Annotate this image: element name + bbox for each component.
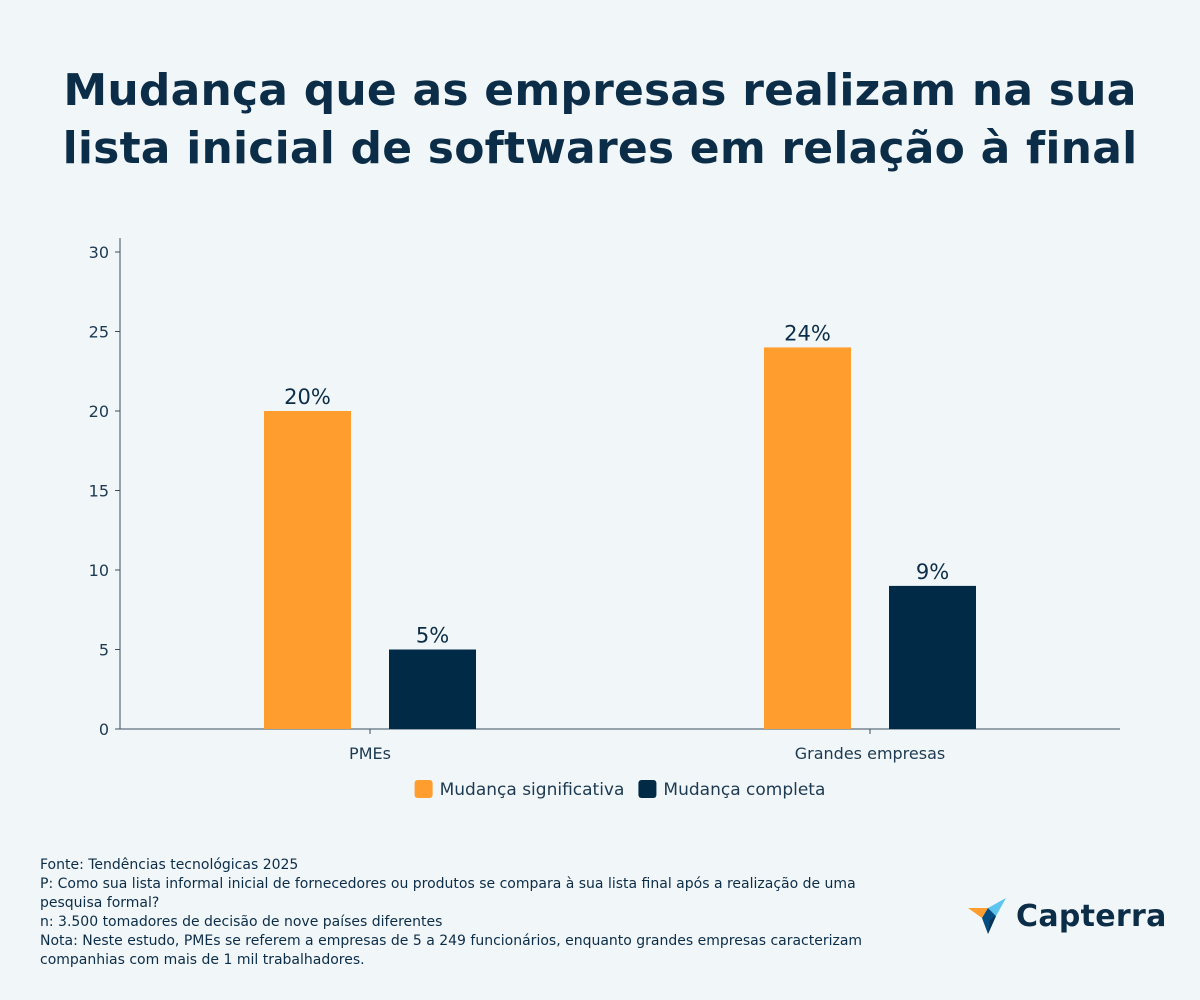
footnotes: Fonte: Tendências tecnológicas 2025 P: C… [40, 856, 920, 970]
data-label: 20% [284, 385, 331, 409]
y-tick-label: 10 [89, 561, 109, 580]
x-category-label: Grandes empresas [795, 744, 945, 763]
chart-legend: Mudança significativa Mudança completa [414, 780, 825, 800]
y-tick-label: 15 [89, 482, 109, 501]
capterra-logo-text: Capterra [1016, 898, 1167, 934]
bar [889, 585, 976, 729]
chart-title-line-2: lista inicial de softwares em relação à … [62, 123, 1138, 174]
y-tick-label: 5 [99, 641, 109, 660]
legend-label: Mudança significativa [440, 780, 625, 800]
chart-title-line-1: Mudança que as empresas realizam na sua [63, 65, 1137, 116]
y-tick-label: 25 [89, 323, 109, 342]
legend-swatch [638, 780, 657, 798]
footnote-note: Nota: Neste estudo, PMEs se referem a em… [40, 933, 863, 968]
y-tick-label: 20 [89, 402, 109, 421]
chart-bars: 20% 5% 24% 9% [264, 321, 976, 729]
footnote-source: Fonte: Tendências tecnológicas 2025 [40, 857, 299, 873]
footnote-question: P: Como sua lista informal inicial de fo… [40, 876, 856, 911]
capterra-arrow-icon [968, 898, 1006, 934]
data-label: 5% [416, 624, 449, 648]
footnote-sample: n: 3.500 tomadores de decisão de nove pa… [40, 914, 443, 930]
y-tick-label: 30 [89, 243, 109, 262]
y-tick-label: 0 [99, 720, 109, 739]
bar [389, 649, 476, 729]
bar-chart: 0 5 10 15 20 25 30 PMEs Grandes empresas 20% 5% 24… [89, 238, 1120, 800]
chart-axes: 0 5 10 15 20 25 30 PMEs Grandes empresas [89, 238, 1120, 763]
capterra-logo: Capterra [966, 892, 1167, 940]
legend-label: Mudança completa [663, 780, 825, 800]
legend-swatch [414, 780, 433, 798]
chart-title: Mudança que as empresas realizam na sua … [0, 62, 1200, 178]
bar [764, 347, 851, 729]
data-label: 24% [784, 321, 831, 345]
bar [264, 411, 351, 729]
data-label: 9% [916, 560, 949, 584]
x-category-label: PMEs [349, 744, 391, 763]
